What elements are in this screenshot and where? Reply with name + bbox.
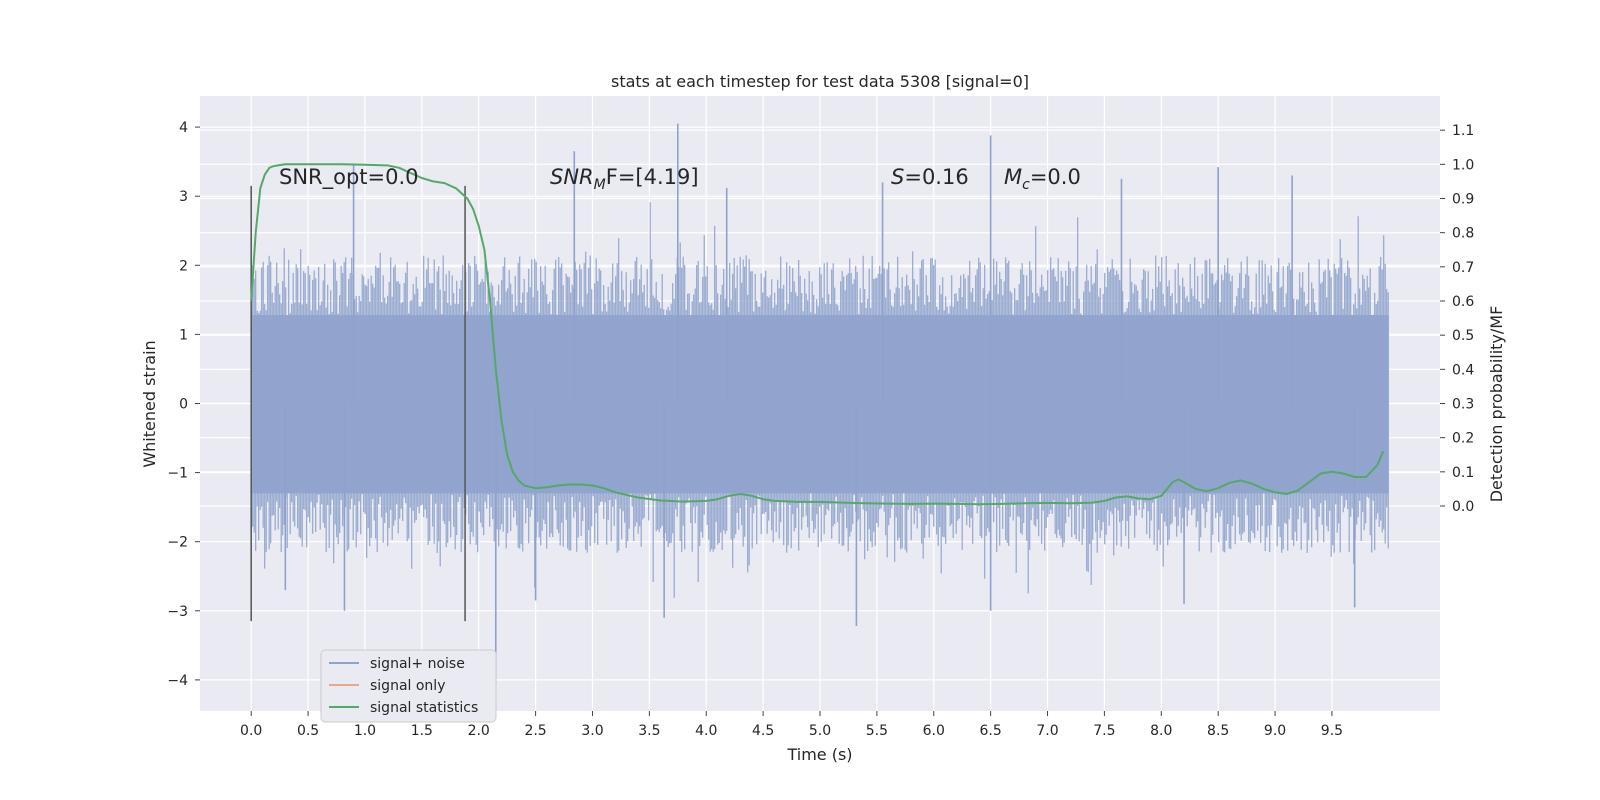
mc-name: M [1004,165,1022,189]
legend-box [320,649,497,723]
x-tick-label: 0.0 [240,723,262,739]
y-tick-label: −2 [167,535,188,551]
x-tick-label: 3.0 [581,723,603,739]
legend-label-signal-noise: signal+ noise [370,656,465,672]
y-tick-label: −3 [167,604,188,620]
legend: signal+ noise signal only signal statist… [320,649,497,723]
annotation-s: S=0.16 [891,165,969,189]
legend-label-signal-only: signal only [370,678,445,694]
chart-title: stats at each timestep for test data 530… [611,72,1029,91]
y-right-tick-label: 0.7 [1452,260,1474,276]
annotation-snr-mf: SNRMF=[4.19] [550,165,699,193]
x-tick-label: 7.5 [1093,723,1115,739]
x-tick-label: 6.5 [980,723,1002,739]
y-tick-label: −4 [167,673,188,689]
x-tick-label: 8.5 [1207,723,1229,739]
x-tick-label: 9.5 [1321,723,1343,739]
snr-mf-name: SNR [550,165,594,189]
snr-mf-sub: M [594,177,606,193]
x-tick-label: 9.0 [1264,723,1286,739]
y-tick-label: 4 [179,120,188,136]
y-right-tick-label: 0.8 [1452,226,1474,242]
mc-sub: c [1022,177,1030,193]
x-tick-label: 8.0 [1150,723,1172,739]
y-right-tick-label: 0.0 [1452,499,1474,515]
y-right-tick-label: 1.1 [1452,123,1474,139]
y-right-tick-label: 0.2 [1452,431,1474,447]
mc-value: =0.0 [1030,165,1081,189]
x-tick-labels: 0.0 0.5 1.0 1.5 2.0 2.5 3.0 3.5 4.0 4.5 5.0 5.5 6.0 6… [240,711,1343,739]
y-tick-label: 2 [179,258,188,274]
y-tick-labels: 4 3 2 1 0 −1 −2 −3 −4 [167,120,200,689]
y-right-tick-label: 0.6 [1452,294,1474,310]
x-tick-label: 7.0 [1036,723,1058,739]
x-tick-label: 2.5 [524,723,546,739]
x-tick-label: 5.5 [866,723,888,739]
signal-statistics-line [250,163,1385,506]
s-value: =0.16 [904,165,968,189]
x-axis-label: Time (s) [786,745,852,764]
annotation-snr-opt: SNR_opt=0.0 [279,165,419,190]
x-tick-label: 0.5 [297,723,319,739]
y-right-tick-labels: 1.1 1.0 0.9 0.8 0.7 0.6 0.5 0.4 0.3 0.2 0.1 0.0 [1440,123,1474,515]
snr-mf-tail: F=[4.19] [606,165,699,189]
x-tick-label: 4.0 [695,723,717,739]
markers [250,185,466,622]
y-right-tick-label: 0.9 [1452,192,1474,208]
y-right-tick-label: 1.0 [1452,157,1474,173]
y-right-tick-label: 0.3 [1452,397,1474,413]
x-tick-label: 6.0 [923,723,945,739]
x-tick-label: 5.0 [809,723,831,739]
x-tick-label: 4.5 [752,723,774,739]
annotation-mc: Mc=0.0 [1004,165,1081,193]
signal-noise-series [250,123,1389,684]
y-tick-label: 1 [179,327,188,343]
x-tick-label: 2.0 [468,723,490,739]
x-tick-label: 3.5 [638,723,660,739]
x-tick-label: 1.5 [411,723,433,739]
y-axis-label: Whitened strain [140,340,159,467]
x-tick-label: 1.0 [354,723,376,739]
s-name: S [891,165,904,189]
y-right-tick-label: 0.5 [1452,328,1474,344]
y-tick-label: 0 [179,397,188,413]
y-tick-label: 3 [179,189,188,205]
signal-statistics-series [250,163,1385,506]
y-tick-label: −1 [167,466,188,482]
y-right-tick-label: 0.4 [1452,362,1474,378]
y-right-tick-label: 0.1 [1452,465,1474,481]
y-right-axis-label: Detection probability/MF [1487,306,1506,503]
legend-label-signal-statistics: signal statistics [370,700,478,716]
